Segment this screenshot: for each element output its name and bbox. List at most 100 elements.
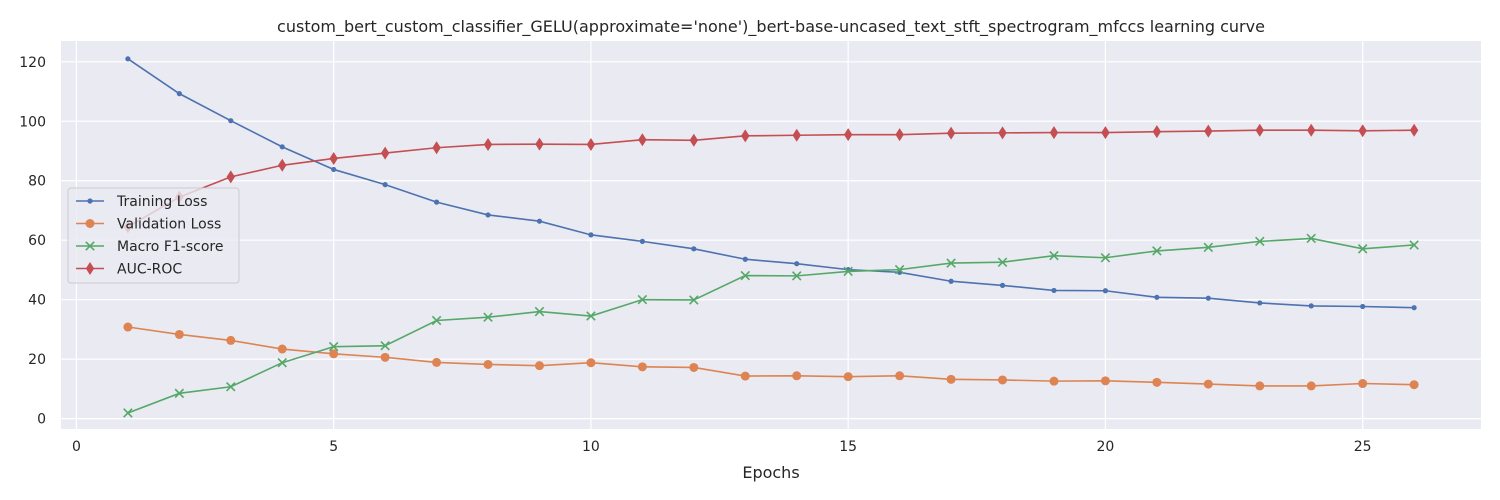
- data-point: [791, 271, 802, 281]
- data-point: [843, 128, 853, 142]
- legend-label: Macro F1-score: [117, 239, 223, 255]
- legend-item: Validation Loss: [76, 217, 221, 233]
- data-point: [1257, 300, 1263, 306]
- data-point: [228, 118, 234, 124]
- data-point: [176, 91, 182, 97]
- data-point: [125, 56, 131, 62]
- data-point: [277, 344, 287, 354]
- data-point: [946, 126, 956, 140]
- series-line: [127, 58, 1415, 309]
- y-tick-label: 100: [19, 114, 46, 130]
- data-point: [483, 137, 493, 151]
- data-point: [278, 158, 287, 172]
- data-point: [329, 349, 339, 359]
- data-point: [382, 182, 388, 188]
- data-point: [1152, 377, 1162, 387]
- data-point: [740, 371, 750, 381]
- data-point: [174, 388, 185, 399]
- data-point: [1102, 288, 1109, 294]
- data-point: [123, 408, 133, 418]
- data-point: [946, 374, 956, 384]
- data-point: [689, 295, 699, 305]
- data-point: [536, 218, 543, 224]
- data-point: [1049, 376, 1059, 386]
- data-point: [279, 144, 285, 150]
- x-tick-label: 0: [72, 439, 81, 455]
- series-line: [127, 237, 1415, 414]
- data-point: [1358, 379, 1368, 389]
- data-point: [226, 382, 236, 392]
- data-point: [277, 357, 287, 368]
- data-point: [1409, 123, 1419, 137]
- data-point: [174, 329, 184, 339]
- legend: Training Loss Validation Loss Macro F1-sco…: [67, 187, 240, 284]
- data-point: [226, 170, 235, 184]
- data-point: [638, 133, 647, 147]
- data-point: [1255, 381, 1265, 391]
- x-tick-label: 15: [839, 439, 857, 455]
- data-point: [843, 372, 853, 382]
- data-point: [331, 166, 337, 173]
- data-point: [328, 341, 339, 352]
- data-point: [1204, 124, 1213, 138]
- series-training-loss: [125, 56, 1417, 311]
- data-point: [588, 232, 594, 238]
- data-point: [1100, 252, 1111, 263]
- data-point: [689, 133, 699, 147]
- y-tick-label: 80: [28, 174, 46, 190]
- data-point: [534, 306, 545, 317]
- data-point: [1255, 236, 1265, 247]
- data-point: [1152, 125, 1162, 139]
- series-validation-loss: [123, 322, 1419, 391]
- data-point: [1308, 303, 1314, 309]
- data-point: [535, 137, 544, 151]
- tick-labels: 0 5 10 15 20 25 0 20 40 60 80 100 120: [19, 55, 1371, 455]
- legend-label: AUC-ROC: [117, 262, 182, 278]
- data-point: [1255, 123, 1264, 137]
- data-point: [380, 146, 390, 160]
- data-point: [1049, 126, 1059, 140]
- data-point: [1409, 380, 1419, 390]
- grid: [61, 41, 1481, 429]
- x-tick-label: 10: [582, 439, 600, 455]
- data-point: [123, 322, 133, 332]
- chart-title: custom_bert_custom_classifier_GELU(appro…: [277, 17, 1265, 37]
- data-point: [1101, 126, 1110, 140]
- data-point: [792, 371, 802, 381]
- data-point: [997, 257, 1008, 267]
- data-point: [380, 352, 390, 362]
- legend-marker: [85, 219, 95, 228]
- legend-label: Training Loss: [116, 194, 207, 210]
- data-point: [792, 128, 801, 142]
- data-point: [1409, 240, 1419, 250]
- x-tick-label: 25: [1354, 439, 1372, 455]
- data-point: [1049, 250, 1059, 261]
- series-line: [127, 129, 1415, 228]
- data-point: [1306, 233, 1316, 244]
- data-point: [1358, 124, 1367, 138]
- data-point: [1307, 123, 1316, 137]
- data-point: [1360, 303, 1366, 310]
- data-point: [1203, 242, 1214, 253]
- data-point: [948, 278, 954, 284]
- y-tick-label: 60: [28, 233, 46, 249]
- x-axis-label: Epochs: [742, 463, 799, 482]
- legend-box: [67, 187, 240, 284]
- data-point: [329, 151, 338, 165]
- data-point: [586, 311, 596, 321]
- data-point: [1051, 287, 1057, 294]
- series-layer: [123, 56, 1419, 418]
- data-point: [895, 371, 905, 381]
- data-point: [586, 137, 596, 151]
- series-line: [127, 326, 1415, 387]
- data-point: [485, 212, 491, 218]
- data-point: [483, 359, 493, 369]
- x-tick-label: 20: [1097, 439, 1115, 455]
- data-point: [895, 128, 904, 142]
- legend-marker: [85, 262, 95, 275]
- data-point: [637, 294, 648, 305]
- legend-marker: [85, 241, 95, 251]
- data-point: [639, 238, 645, 244]
- data-point: [1154, 294, 1160, 300]
